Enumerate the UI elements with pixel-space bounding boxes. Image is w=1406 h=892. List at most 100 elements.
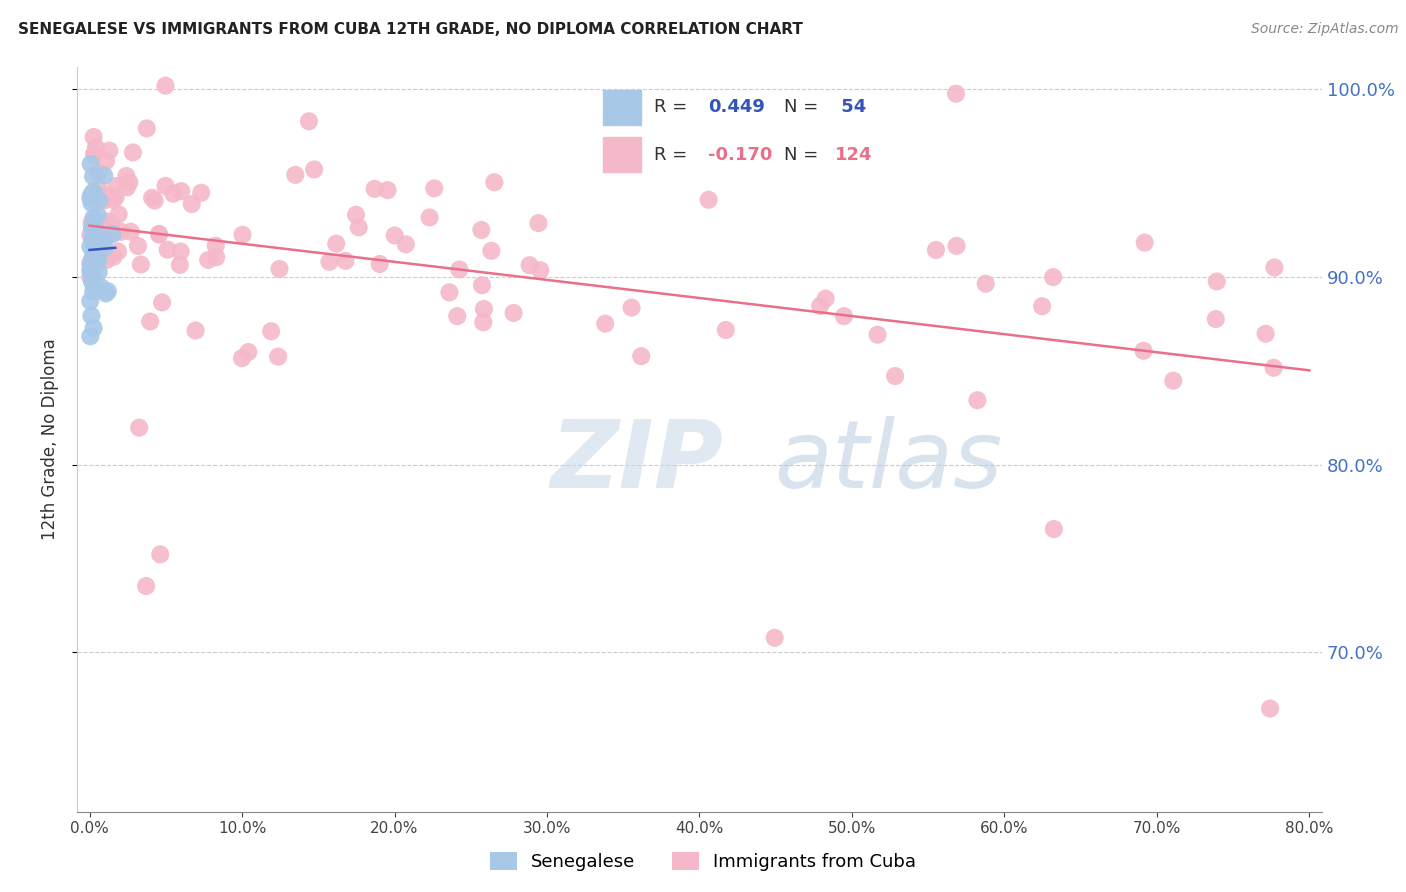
Point xyxy=(80,188,103,202)
Point xyxy=(96,228,118,243)
Point xyxy=(155,178,177,193)
Point xyxy=(97,214,120,228)
Point xyxy=(83,148,105,162)
Point xyxy=(170,184,193,198)
Point xyxy=(86,248,108,262)
Text: ZIP: ZIP xyxy=(550,416,723,508)
Point xyxy=(101,193,124,207)
Point xyxy=(472,315,495,329)
Point xyxy=(87,208,110,222)
Point xyxy=(1133,235,1156,250)
Point xyxy=(82,277,104,291)
Point xyxy=(83,232,105,246)
Point xyxy=(80,258,103,272)
Point xyxy=(104,190,127,204)
Point xyxy=(419,211,441,225)
Point xyxy=(93,194,115,208)
Point xyxy=(96,188,118,202)
Point xyxy=(302,162,325,177)
Point xyxy=(395,237,418,252)
Point xyxy=(82,221,104,235)
Point xyxy=(83,236,105,251)
Point xyxy=(231,351,253,365)
Point xyxy=(141,191,163,205)
Point xyxy=(231,227,253,242)
Point xyxy=(384,228,406,243)
Point xyxy=(763,631,786,645)
Point xyxy=(80,216,103,230)
Point xyxy=(945,87,967,101)
Point xyxy=(122,145,145,160)
Point xyxy=(190,186,212,200)
Point xyxy=(82,250,104,264)
Point xyxy=(269,261,291,276)
Point xyxy=(472,301,495,316)
Point xyxy=(93,234,115,248)
Point xyxy=(1263,260,1285,275)
Point xyxy=(80,253,103,268)
Point xyxy=(82,185,104,199)
Point xyxy=(974,277,997,291)
Text: Source: ZipAtlas.com: Source: ZipAtlas.com xyxy=(1251,22,1399,37)
Point xyxy=(184,324,207,338)
Point xyxy=(110,225,132,239)
Point xyxy=(86,235,108,249)
Point xyxy=(80,196,103,211)
Point xyxy=(83,259,105,273)
Point xyxy=(83,235,105,249)
Point xyxy=(620,301,643,315)
Point xyxy=(83,259,105,273)
Point xyxy=(238,345,260,359)
Point xyxy=(82,268,104,282)
Point xyxy=(82,221,104,235)
Point xyxy=(267,350,290,364)
Point xyxy=(80,274,103,288)
Point xyxy=(82,264,104,278)
Point xyxy=(148,227,170,241)
Point xyxy=(94,286,117,301)
Point xyxy=(82,232,104,246)
Point xyxy=(127,239,149,253)
Point xyxy=(82,248,104,262)
Point xyxy=(84,282,107,296)
Point xyxy=(1132,343,1154,358)
Point xyxy=(87,252,110,266)
Point xyxy=(449,262,471,277)
Point xyxy=(80,262,103,277)
Point xyxy=(84,259,107,273)
Point xyxy=(100,218,122,232)
Point xyxy=(83,253,105,268)
Point xyxy=(96,252,118,267)
Point xyxy=(1043,522,1066,536)
Point xyxy=(205,250,228,264)
Point xyxy=(484,175,506,189)
Point xyxy=(260,324,283,338)
Point xyxy=(529,263,551,277)
Point xyxy=(156,243,179,257)
Point xyxy=(925,243,948,257)
Point xyxy=(93,169,115,183)
Point xyxy=(120,225,142,239)
Point xyxy=(82,218,104,232)
Point xyxy=(502,306,524,320)
Point xyxy=(318,254,340,268)
Point xyxy=(180,197,202,211)
Legend: Senegalese, Immigrants from Cuba: Senegalese, Immigrants from Cuba xyxy=(482,845,924,879)
Point xyxy=(1263,360,1285,375)
Point xyxy=(86,249,108,263)
Point xyxy=(630,349,652,363)
Point xyxy=(87,166,110,180)
Point xyxy=(162,186,184,201)
Point xyxy=(89,227,111,241)
Point xyxy=(697,193,720,207)
Point xyxy=(808,299,831,313)
Point xyxy=(884,369,907,384)
Point xyxy=(105,178,128,193)
Point xyxy=(439,285,461,300)
Point xyxy=(115,180,138,194)
Point xyxy=(368,257,391,271)
Point xyxy=(79,293,101,308)
Point xyxy=(91,236,114,251)
Point xyxy=(169,258,191,272)
Point xyxy=(79,191,101,205)
